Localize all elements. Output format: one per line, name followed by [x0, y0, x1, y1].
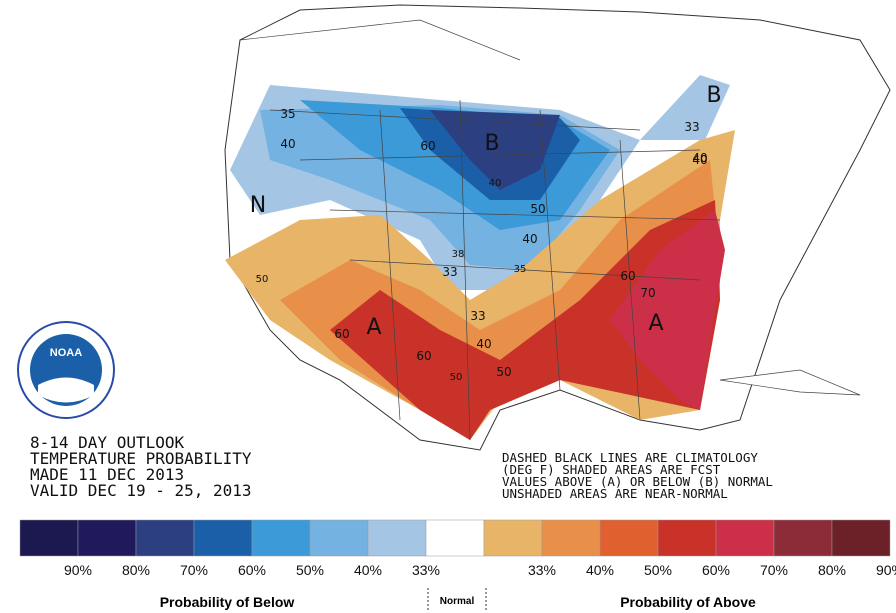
- contour-label: 50: [450, 372, 463, 383]
- legend-swatch: [425, 519, 485, 557]
- contour-label: 40: [476, 337, 491, 351]
- legend-below-title: Probability of Below: [160, 594, 295, 610]
- contour-label: 60: [334, 327, 349, 341]
- map: NOAA 35 40 60 B 40 50 40 38 33 35 33 40 50 60 50 60 40 A A…: [17, 4, 891, 451]
- below-70: [430, 110, 560, 190]
- note-line: VALUES ABOVE (A) OR BELOW (B) NORMAL: [502, 474, 773, 489]
- contour-label: 60: [620, 269, 635, 283]
- legend-tick: 50%: [644, 562, 672, 578]
- contour-label: B: [484, 131, 499, 156]
- borders: [239, 19, 721, 441]
- contour-label: N: [250, 193, 266, 218]
- logo-text: NOAA: [50, 347, 82, 359]
- legend-tick: 60%: [702, 562, 730, 578]
- legend-swatch: [541, 519, 601, 557]
- legend-swatch: [367, 519, 427, 557]
- legend-tick: 70%: [760, 562, 788, 578]
- legend-swatch: [19, 519, 79, 557]
- legend-tick: 50%: [296, 562, 324, 578]
- below-33-ne: [640, 75, 730, 140]
- contour-label: 70: [640, 286, 655, 300]
- legend-swatch: [599, 519, 659, 557]
- legend-swatch: [77, 519, 137, 557]
- legend-tick: 80%: [818, 562, 846, 578]
- contour-label: 40: [280, 137, 295, 151]
- legend-tick: 40%: [354, 562, 382, 578]
- header-line: VALID DEC 19 - 25, 2013: [30, 481, 252, 500]
- note-line: UNSHADED AREAS ARE NEAR-NORMAL: [502, 486, 728, 501]
- legend-normal-title: Normal: [440, 596, 475, 607]
- contour-label: 60: [420, 139, 435, 153]
- contour-label: 50: [496, 365, 511, 379]
- legend-tick: 90%: [876, 562, 896, 578]
- header-line: TEMPERATURE PROBABILITY: [30, 449, 252, 468]
- contour-label: 35: [514, 264, 527, 275]
- contour-label: 50: [256, 274, 269, 285]
- contour-label: A: [366, 315, 381, 340]
- cuba: [719, 369, 861, 396]
- legend-tick: 33%: [412, 562, 440, 578]
- contour-label: 40: [692, 151, 707, 165]
- contour-label: 40: [489, 178, 502, 189]
- above-70: [610, 210, 725, 410]
- legend-swatch: [773, 519, 833, 557]
- contour-label: A: [648, 311, 663, 336]
- legend-tick: 40%: [586, 562, 614, 578]
- contour-label: B: [706, 83, 721, 108]
- legend-swatch: [193, 519, 253, 557]
- note-line: DASHED BLACK LINES ARE CLIMATOLOGY: [502, 450, 758, 465]
- noaa-logo: NOAA: [17, 321, 115, 419]
- legend-swatch: [251, 519, 311, 557]
- contour-label: 33: [470, 309, 485, 323]
- contour-label: 40: [692, 153, 707, 167]
- header-line: 8-14 DAY OUTLOOK: [30, 433, 184, 452]
- contour-label: 38: [452, 249, 465, 260]
- note-line: (DEG F) SHADED AREAS ARE FCST: [502, 462, 721, 477]
- legend-swatch: [657, 519, 717, 557]
- legend-swatch: [831, 519, 891, 557]
- contour-label: 60: [416, 349, 431, 363]
- contour-label: 50: [530, 202, 545, 216]
- legend-swatch: [309, 519, 369, 557]
- legend-tick: 90%: [64, 562, 92, 578]
- contour-label: 33: [442, 265, 457, 279]
- contour-label: 40: [522, 232, 537, 246]
- contour-label: 35: [280, 107, 295, 121]
- legend-tick: 70%: [180, 562, 208, 578]
- legend-swatch: [483, 519, 543, 557]
- contour-label: 33: [684, 120, 699, 134]
- legend-swatch: [135, 519, 195, 557]
- legend-tick: 33%: [528, 562, 556, 578]
- header-line: MADE 11 DEC 2013: [30, 465, 184, 484]
- above-50: [330, 200, 720, 440]
- legend-above-title: Probability of Above: [620, 594, 756, 610]
- legend-swatch: [715, 519, 775, 557]
- legend-tick: 80%: [122, 562, 150, 578]
- legend-tick: 60%: [238, 562, 266, 578]
